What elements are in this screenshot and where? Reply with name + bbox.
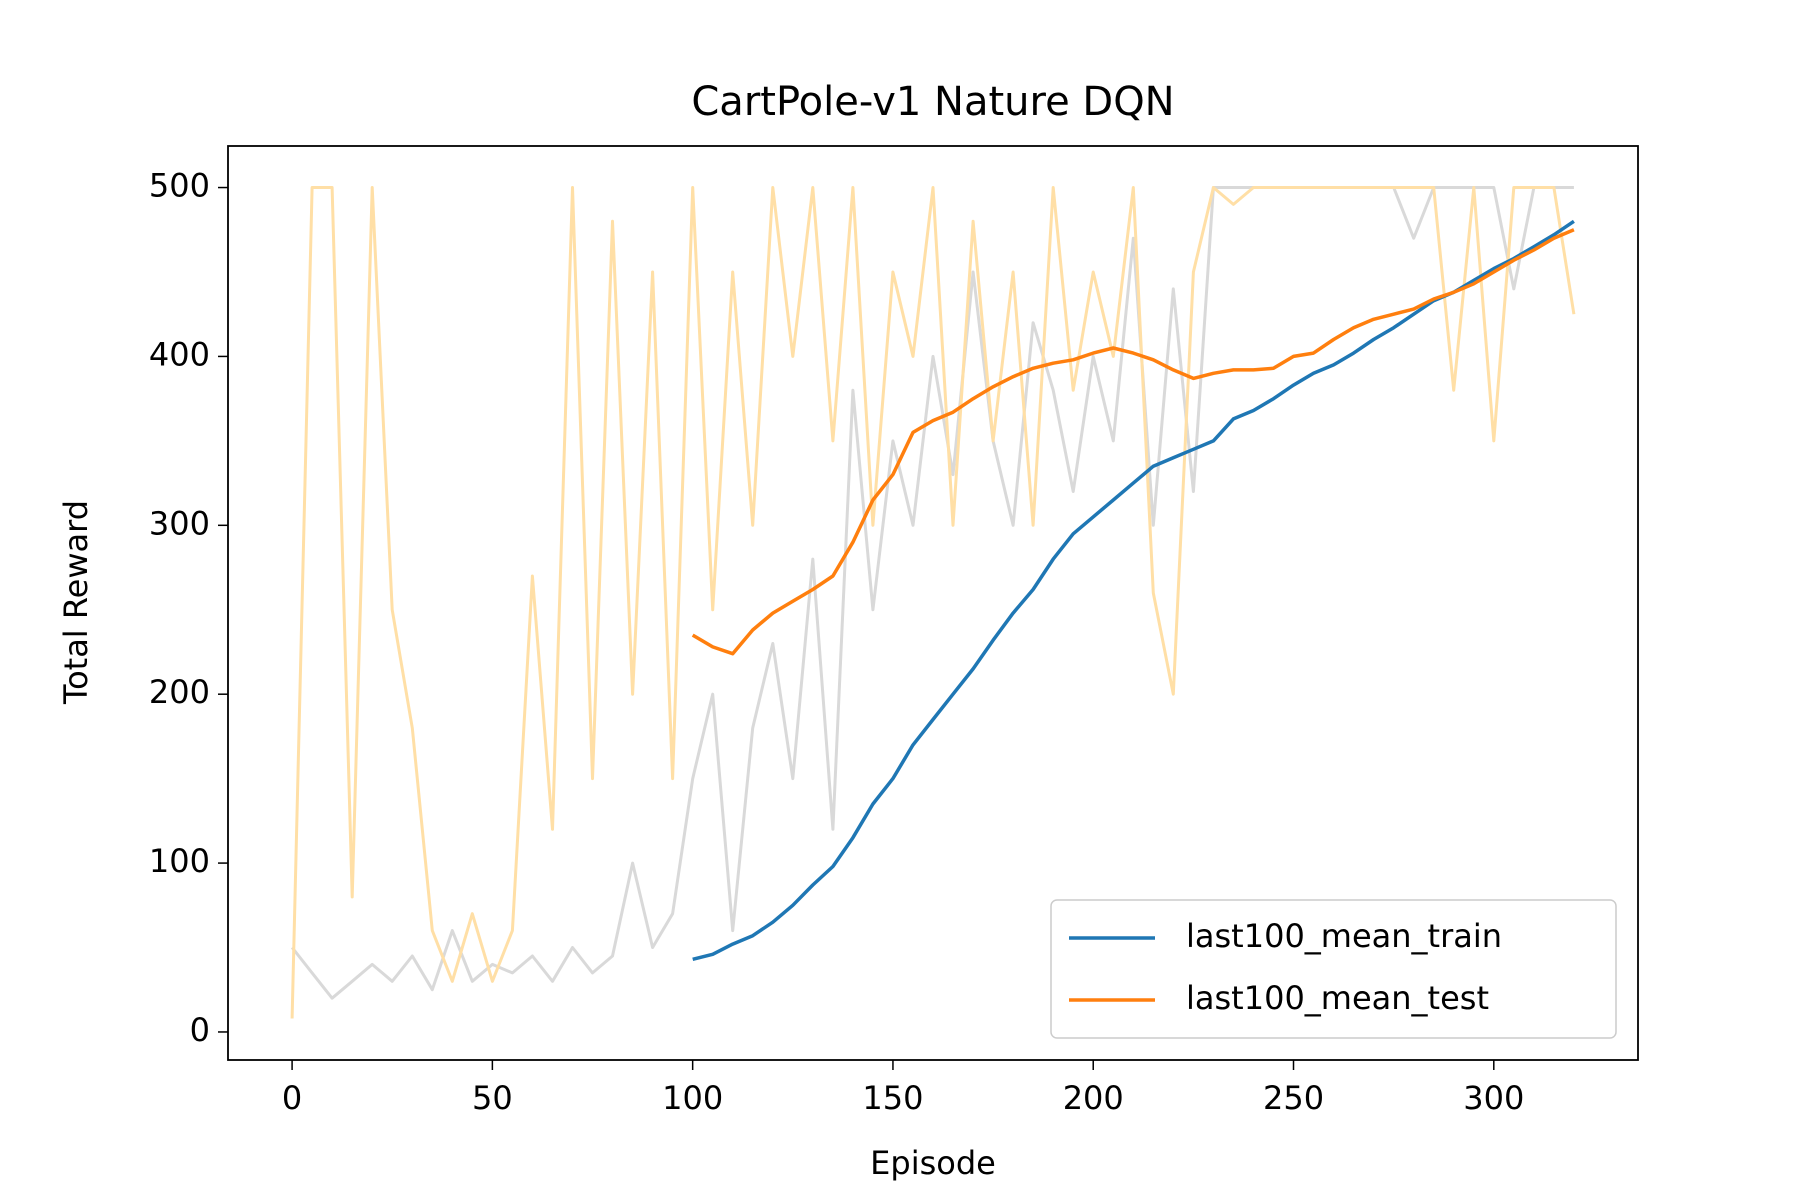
raw-line <box>290 186 1576 1019</box>
mean-line <box>691 228 1575 656</box>
y-tick-label: 100 <box>149 842 210 880</box>
legend-label: last100_mean_test <box>1186 979 1489 1017</box>
x-tick-label: 100 <box>662 1079 723 1117</box>
x-tick-label: 150 <box>862 1079 923 1117</box>
y-axis-label: Total Reward <box>57 500 95 705</box>
plot-frame <box>227 145 1639 1061</box>
x-tick-label: 0 <box>282 1079 302 1117</box>
y-tick-label: 200 <box>149 673 210 711</box>
y-tick-label: 500 <box>149 167 210 205</box>
mean-line <box>692 219 1575 961</box>
y-tick-label: 0 <box>190 1011 210 1049</box>
y-tick-label: 300 <box>149 504 210 542</box>
x-tick-label: 250 <box>1263 1079 1324 1117</box>
x-tick-label: 200 <box>1063 1079 1124 1117</box>
chart-title: CartPole-v1 Nature DQN <box>691 79 1174 125</box>
y-tick-label: 400 <box>149 335 210 373</box>
x-tick-label: 50 <box>472 1079 513 1117</box>
legend-box <box>1050 899 1617 1039</box>
x-tick-label: 300 <box>1463 1079 1524 1117</box>
x-axis-label: Episode <box>870 1144 996 1182</box>
legend-label: last100_mean_train <box>1186 917 1502 955</box>
